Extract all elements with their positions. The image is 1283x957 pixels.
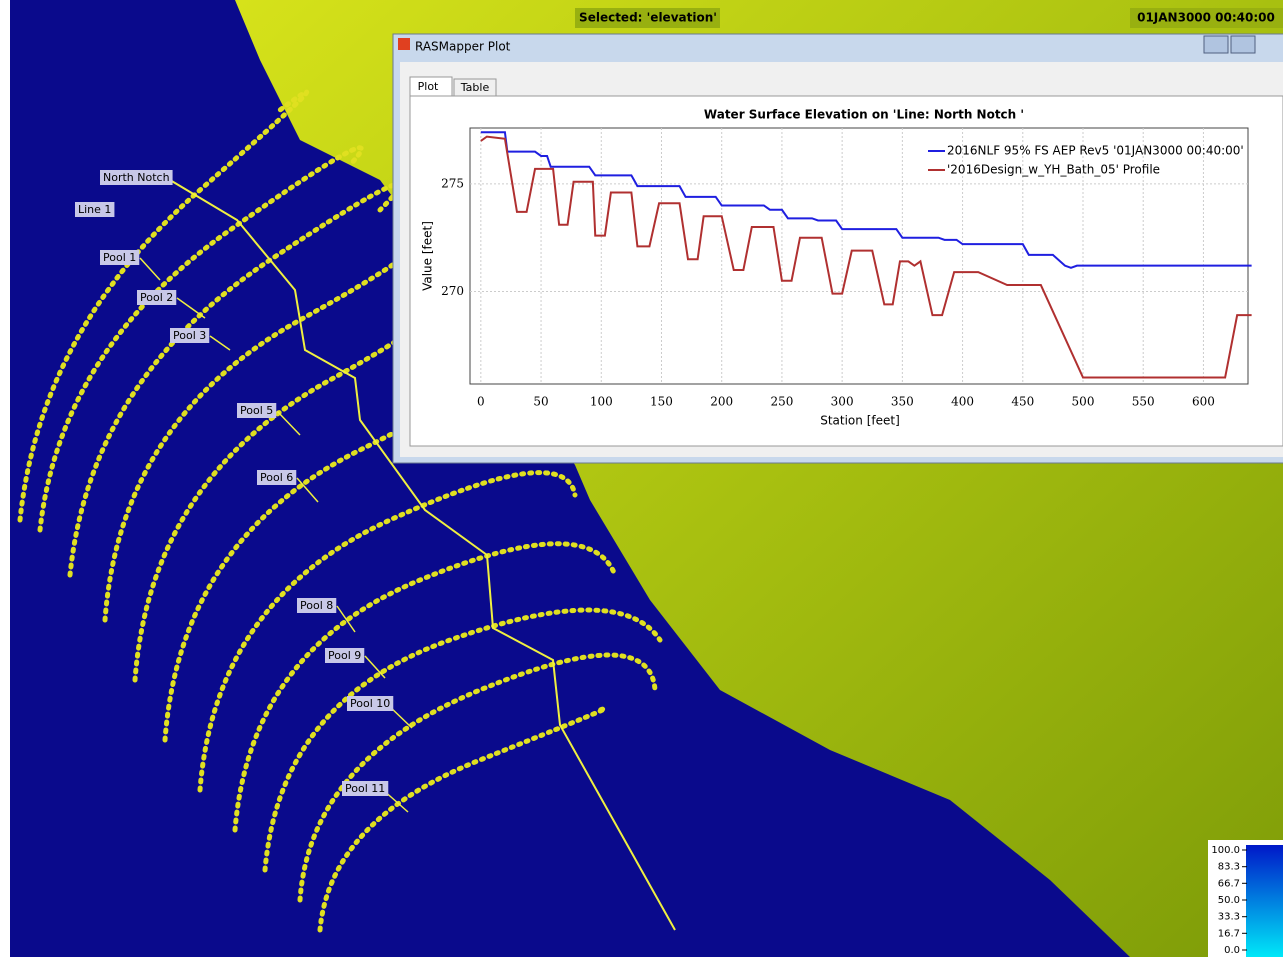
legend-label: 2016NLF 95% FS AEP Rev5 '01JAN3000 00:40… — [947, 144, 1244, 158]
x-tick-label: 50 — [533, 395, 548, 409]
y-tick-label: 270 — [441, 284, 464, 298]
colorbar-label: 50.0 — [1218, 895, 1240, 906]
colorbar-label: 0.0 — [1224, 945, 1240, 956]
window-title: RASMapper Plot — [415, 40, 511, 54]
screen: Selected: 'elevation' 01JAN3000 00:40:00… — [0, 0, 1283, 957]
tab-label[interactable]: Table — [460, 81, 490, 94]
x-tick-label: 500 — [1072, 395, 1095, 409]
map-label: Pool 3 — [173, 329, 206, 342]
colorbar-label: 66.7 — [1218, 878, 1240, 889]
x-axis-label: Station [feet] — [820, 414, 900, 428]
map-label: Pool 5 — [240, 404, 273, 417]
maximize-button[interactable] — [1231, 36, 1255, 53]
time-text: 01JAN3000 00:40:00 — [1137, 11, 1275, 25]
x-tick-label: 150 — [650, 395, 673, 409]
x-tick-label: 250 — [770, 395, 793, 409]
y-tick-label: 275 — [441, 176, 464, 190]
minimize-button[interactable] — [1204, 36, 1228, 53]
map-label: Line 1 — [78, 203, 111, 216]
colorbar-label: 16.7 — [1218, 928, 1240, 939]
page: Selected: 'elevation' 01JAN3000 00:40:00… — [0, 0, 1283, 957]
x-tick-label: 350 — [891, 395, 914, 409]
x-tick-label: 600 — [1192, 395, 1215, 409]
x-tick-label: 100 — [590, 395, 613, 409]
legend-label: '2016Design_w_YH_Bath_05' Profile — [947, 163, 1160, 177]
colorbar-label: 83.3 — [1218, 862, 1240, 873]
chart-title: Water Surface Elevation on 'Line: North … — [704, 108, 1024, 122]
colorbar — [1246, 845, 1283, 957]
map-label: Pool 10 — [350, 697, 390, 710]
x-tick-label: 200 — [710, 395, 733, 409]
x-tick-label: 400 — [951, 395, 974, 409]
map-label: Pool 6 — [260, 471, 293, 484]
map-label: North Notch — [103, 171, 170, 184]
x-tick-label: 550 — [1132, 395, 1155, 409]
colorbar-label: 100.0 — [1211, 845, 1240, 856]
x-tick-label: 450 — [1011, 395, 1034, 409]
x-tick-label: 300 — [831, 395, 854, 409]
map-label: Pool 11 — [345, 782, 385, 795]
map-label: Pool 8 — [300, 599, 333, 612]
selected-text: Selected: 'elevation' — [579, 11, 717, 25]
map-label: Pool 1 — [103, 251, 136, 264]
x-tick-label: 0 — [477, 395, 485, 409]
y-axis-label: Value [feet] — [421, 221, 435, 291]
tab-label[interactable]: Plot — [418, 80, 439, 93]
window-icon — [398, 38, 410, 50]
colorbar-label: 33.3 — [1218, 912, 1240, 923]
map-label: Pool 2 — [140, 291, 173, 304]
map-label: Pool 9 — [328, 649, 361, 662]
